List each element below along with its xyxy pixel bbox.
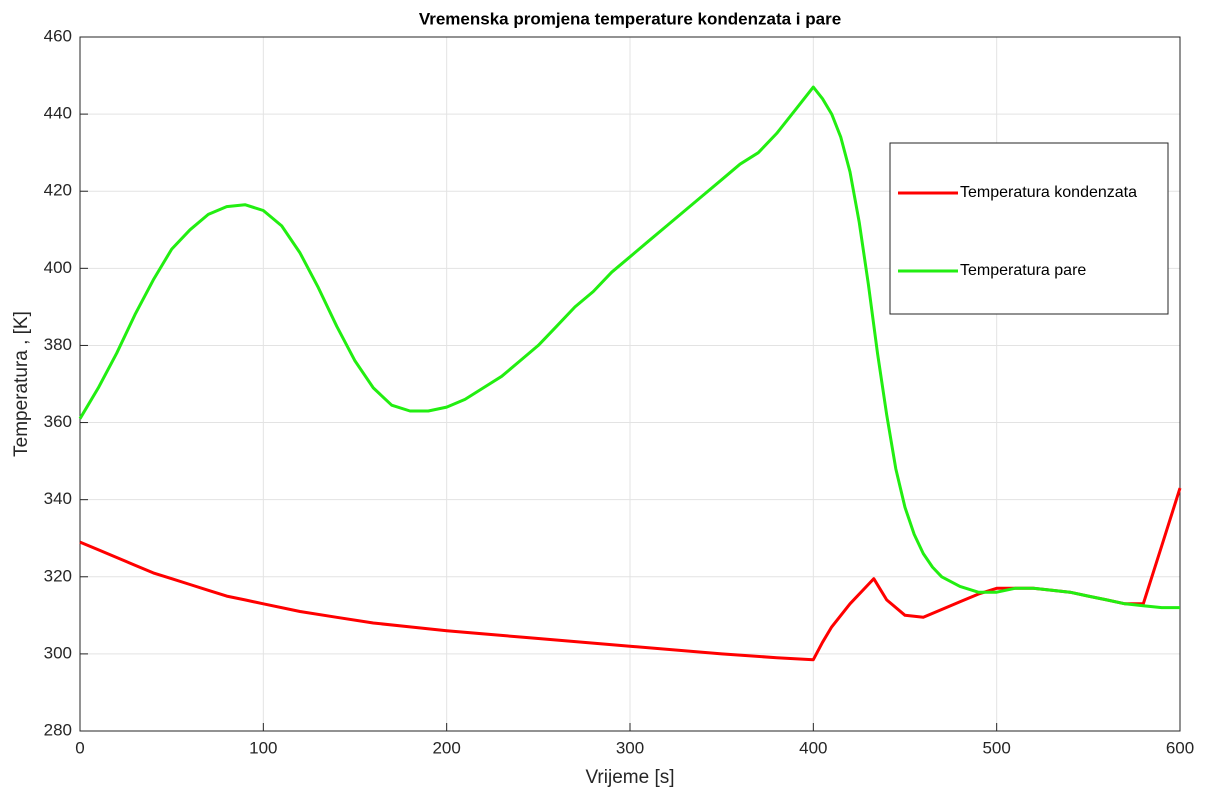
- y-tick-label: 380: [44, 335, 72, 354]
- y-tick-label: 460: [44, 26, 72, 45]
- y-tick-label: 320: [44, 566, 72, 585]
- y-tick-label: 280: [44, 720, 72, 739]
- x-tick-label: 200: [432, 738, 460, 757]
- x-tick-label: 100: [249, 738, 277, 757]
- chart-title: Vremenska promjena temperature kondenzat…: [419, 9, 841, 28]
- y-tick-label: 440: [44, 104, 72, 123]
- x-tick-label: 600: [1166, 738, 1194, 757]
- y-tick-label: 420: [44, 181, 72, 200]
- y-tick-label: 300: [44, 643, 72, 662]
- legend-label: Temperatura kondenzata: [960, 184, 1137, 201]
- plot-frame: [79, 36, 1181, 732]
- x-tick-label: 400: [799, 738, 827, 757]
- y-axis-label: Temperatura , [K]: [11, 311, 32, 457]
- x-axis-label: Vrijeme [s]: [585, 767, 674, 788]
- y-tick-label: 340: [44, 489, 72, 508]
- legend-label: Temperatura pare: [960, 262, 1086, 279]
- legend-box: [889, 142, 1169, 315]
- x-tick-label: 300: [616, 738, 644, 757]
- y-tick-label: 360: [44, 412, 72, 431]
- x-tick-label: 500: [982, 738, 1010, 757]
- y-tick-label: 400: [44, 258, 72, 277]
- x-tick-label: 0: [75, 738, 84, 757]
- series-line: [78, 85, 1180, 610]
